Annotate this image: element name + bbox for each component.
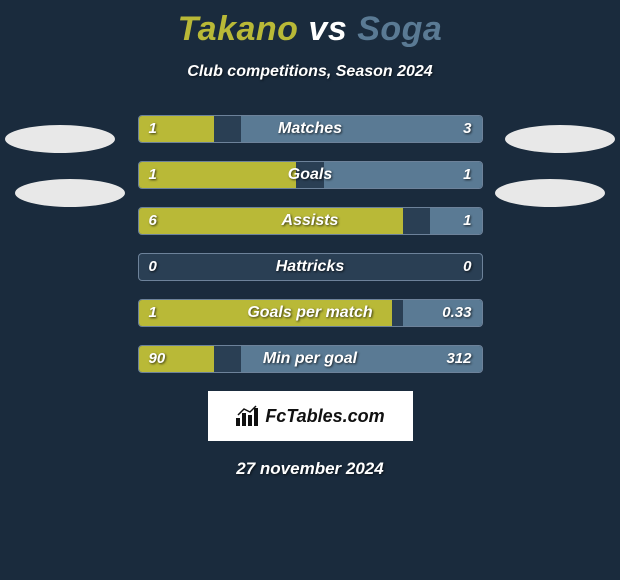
subtitle: Club competitions, Season 2024 <box>0 63 620 81</box>
date-text: 27 november 2024 <box>0 459 620 479</box>
stat-row: 10.33Goals per match <box>138 299 483 327</box>
watermark-text: FcTables.com <box>265 406 384 427</box>
decor-ellipse-left-2 <box>15 179 125 207</box>
stat-row: 13Matches <box>138 115 483 143</box>
player2-name: Soga <box>357 10 442 48</box>
player1-name: Takano <box>178 10 299 48</box>
stat-bar-right <box>324 162 482 188</box>
stat-row: 11Goals <box>138 161 483 189</box>
vs-text: vs <box>308 10 347 48</box>
decor-ellipse-right-1 <box>505 125 615 153</box>
watermark: FcTables.com <box>208 391 413 441</box>
decor-ellipse-left-1 <box>5 125 115 153</box>
stat-row: 90312Min per goal <box>138 345 483 373</box>
stat-bar-right <box>403 300 482 326</box>
decor-ellipse-right-2 <box>495 179 605 207</box>
stat-label: Hattricks <box>139 254 482 280</box>
page-title: Takano vs Soga <box>0 0 620 49</box>
stat-row: 61Assists <box>138 207 483 235</box>
stat-bar-left <box>139 208 403 234</box>
stat-bars: 13Matches 11Goals 61Assists 0 0Hattricks 10.3… <box>138 115 483 373</box>
comparison-content: 13Matches 11Goals 61Assists 0 0Hattricks 10.3… <box>0 115 620 373</box>
stat-bar-right <box>241 116 481 142</box>
stat-bar-right <box>241 346 481 372</box>
stat-value-left: 0 <box>149 254 157 280</box>
stat-row: 0 0Hattricks <box>138 253 483 281</box>
stat-bar-right <box>430 208 481 234</box>
watermark-chart-icon <box>235 405 261 427</box>
stat-bar-left <box>139 346 214 372</box>
stat-bar-left <box>139 300 393 326</box>
stat-bar-left <box>139 162 297 188</box>
stat-bar-left <box>139 116 214 142</box>
stat-value-right: 0 <box>463 254 471 280</box>
